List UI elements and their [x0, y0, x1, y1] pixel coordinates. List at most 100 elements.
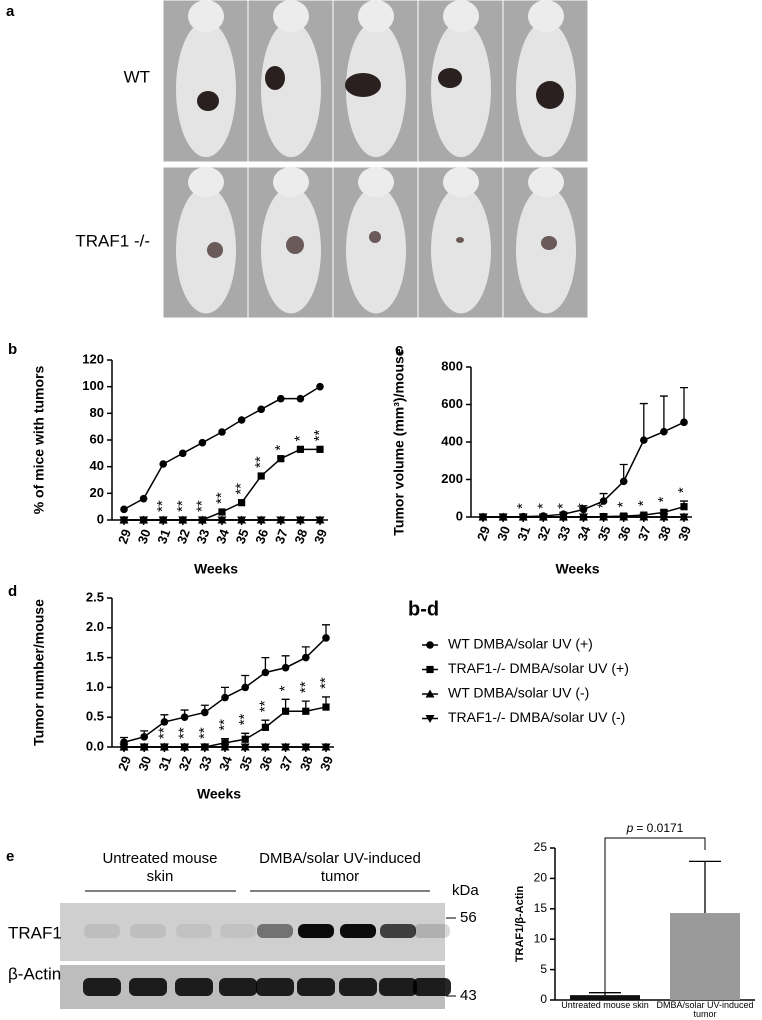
significance: ** — [297, 681, 314, 693]
x-axis-label: Weeks — [555, 561, 599, 577]
point — [660, 508, 668, 516]
significance: ** — [174, 500, 191, 512]
x-tick-label: 36 — [615, 524, 634, 543]
significance: * — [514, 503, 531, 509]
x-tick-label: 31 — [514, 524, 533, 543]
point — [277, 394, 285, 403]
tumor — [286, 236, 304, 254]
point — [256, 516, 266, 525]
y-tick-label: 0.5 — [86, 709, 104, 724]
significance: ** — [176, 727, 193, 739]
point — [579, 513, 588, 522]
point — [302, 707, 310, 715]
tumor — [541, 236, 557, 250]
band — [413, 978, 451, 996]
significance: ** — [216, 719, 233, 731]
x-tick-label: 34 — [575, 523, 594, 542]
p-value: p = 0.0171 — [626, 821, 684, 835]
point — [220, 743, 230, 752]
point — [680, 503, 688, 511]
x-tick-label: 34 — [213, 526, 232, 545]
legend-label: WT DMBA/solar UV (-) — [448, 685, 589, 701]
point — [302, 653, 310, 662]
x-tick-label: 38 — [655, 524, 674, 543]
point — [237, 416, 246, 424]
y-tick-label: 25 — [534, 840, 548, 854]
point — [296, 445, 304, 453]
point — [599, 513, 609, 522]
significance: ** — [196, 727, 213, 739]
mouse-body — [431, 21, 491, 158]
point — [619, 477, 628, 486]
point — [160, 718, 169, 726]
x-tick-label: 34 — [216, 753, 235, 772]
x-tick-label: 30 — [494, 524, 513, 543]
x-tick-label: 39 — [317, 754, 336, 773]
significance: * — [595, 502, 612, 508]
y-tick-label: 10 — [534, 931, 548, 945]
point — [241, 735, 249, 743]
tumor — [207, 242, 223, 258]
point — [518, 513, 528, 522]
significance: * — [291, 435, 308, 441]
significance: * — [272, 445, 289, 451]
error-bar — [589, 992, 621, 996]
y-tick-label: 0 — [97, 511, 104, 526]
y-tick-label: 1.5 — [86, 649, 104, 664]
mouse-head — [358, 0, 394, 33]
x-tick-label: 31 — [155, 754, 174, 773]
p-symbol: p — [626, 821, 634, 835]
point — [120, 505, 128, 514]
tumor — [197, 91, 219, 111]
band — [219, 978, 257, 996]
significance: * — [554, 503, 571, 509]
blot-group-label: DMBA/solar UV-induced tumor — [259, 850, 421, 885]
significance-bracket — [604, 837, 706, 992]
tumor — [438, 68, 462, 88]
point — [197, 516, 207, 525]
y-tick-label: 20 — [534, 871, 548, 885]
mouse-body — [176, 21, 236, 158]
error-bar — [680, 386, 688, 423]
point — [201, 708, 209, 717]
point — [478, 513, 488, 522]
y-tick-label: 0 — [540, 992, 547, 1006]
legend-label: TRAF1-/- DMBA/solar UV (-) — [448, 709, 625, 725]
panel-label: e — [6, 848, 14, 865]
bar — [670, 913, 740, 1000]
band — [340, 924, 376, 938]
y-tick-label: 5 — [540, 962, 547, 976]
significance: ** — [252, 456, 269, 468]
error-bar — [659, 395, 668, 432]
point — [579, 505, 588, 514]
point — [241, 683, 249, 692]
mouse-head — [528, 0, 564, 33]
significance: ** — [233, 483, 250, 495]
point — [158, 516, 168, 525]
x-tick-label: 39 — [675, 524, 694, 543]
mouse-body — [346, 186, 406, 314]
band — [176, 924, 212, 938]
point — [159, 743, 169, 752]
legend-label: WT DMBA/solar UV (+) — [448, 636, 593, 652]
point — [180, 743, 190, 752]
point — [198, 438, 207, 447]
point — [139, 516, 149, 525]
x-tick-label: 35 — [236, 754, 255, 773]
point — [261, 723, 269, 731]
point — [276, 516, 286, 525]
significance: * — [574, 503, 591, 509]
point — [238, 499, 246, 507]
band — [83, 978, 121, 996]
point — [257, 472, 265, 480]
point — [260, 743, 270, 752]
y-tick-label: 200 — [441, 471, 463, 486]
bar — [570, 995, 640, 1000]
point — [218, 428, 226, 436]
x-tick-label: 37 — [272, 527, 291, 546]
point — [281, 663, 290, 672]
mouse-head — [273, 0, 309, 33]
point — [139, 743, 149, 752]
x-tick-label: 37 — [635, 524, 654, 543]
point — [261, 668, 270, 677]
